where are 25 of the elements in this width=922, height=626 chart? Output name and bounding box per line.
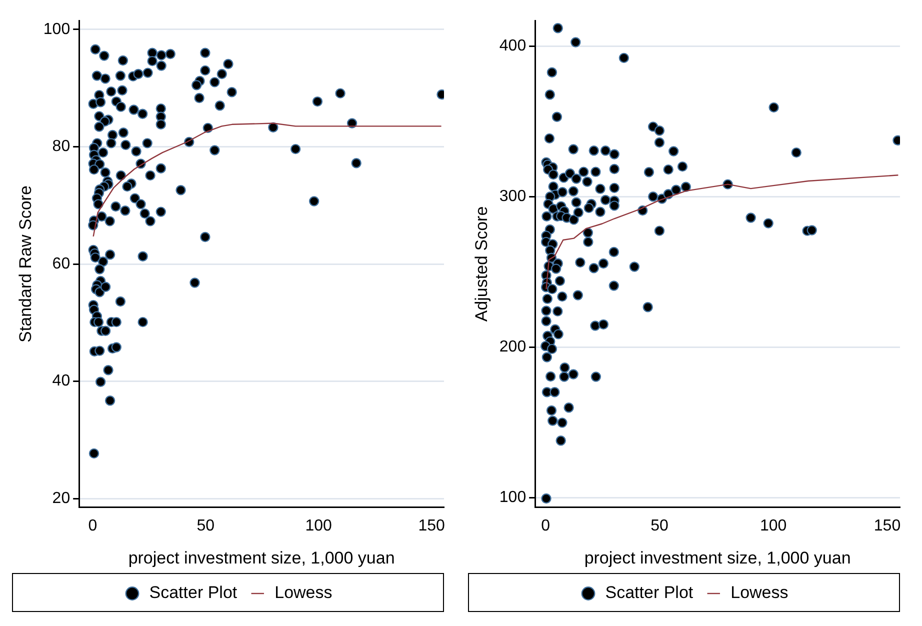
x-tick-label: 50 <box>650 517 668 534</box>
y-tick-label: 100 <box>43 20 70 38</box>
x-tick-label: 150 <box>874 517 901 534</box>
y-tick-label: 20 <box>52 490 70 508</box>
x-tick-label: 50 <box>196 517 215 534</box>
y-tick-label: 60 <box>52 255 70 272</box>
x-tick-label: 0 <box>541 517 550 534</box>
y-axis-title: Standard Raw Score <box>16 186 35 342</box>
x-tick-label: 100 <box>760 517 787 534</box>
y-axis-title: Adjusted Score <box>472 206 491 322</box>
y-tick-label: 40 <box>52 372 70 390</box>
legend-label: Lowess <box>730 583 788 602</box>
x-tick-label: 150 <box>418 517 446 534</box>
x-tick-label: 100 <box>305 517 332 534</box>
x-tick-label: 0 <box>88 517 98 534</box>
y-tick-label: 400 <box>499 38 526 55</box>
legend-label: Scatter Plot <box>605 583 694 602</box>
y-tick-label: 300 <box>499 188 526 206</box>
y-tick-label: 100 <box>499 489 526 506</box>
x-axis-title: project investment size, 1,000 yuan <box>584 548 851 568</box>
x-axis-title: project investment size, 1,000 yuan <box>128 548 395 568</box>
y-tick-label: 80 <box>52 138 70 156</box>
legend-label: Lowess <box>274 583 332 602</box>
legend-label: Scatter Plot <box>149 583 238 602</box>
y-tick-label: 200 <box>499 338 526 356</box>
